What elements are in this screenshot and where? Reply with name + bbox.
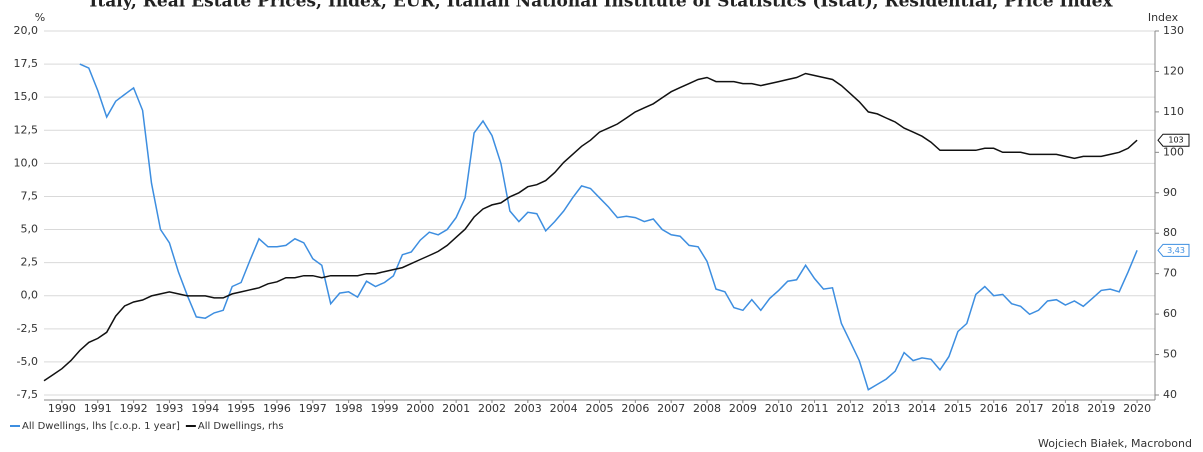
x-tick-label: 2001 (442, 402, 470, 415)
y-tick-label: -7,5 (17, 388, 38, 401)
x-tick-label: 1997 (299, 402, 327, 415)
x-tick-label: 2016 (980, 402, 1008, 415)
y-tick-label: 17,5 (14, 57, 39, 70)
x-tick-label: 1994 (191, 402, 219, 415)
y-tick-label: 20,0 (14, 24, 39, 37)
end-label: 103 (1168, 136, 1183, 145)
x-tick-label: 1991 (84, 402, 112, 415)
y-tick-label: 15,0 (14, 90, 39, 103)
y-tick-label: 0,0 (21, 289, 39, 302)
x-tick-label: 1996 (263, 402, 291, 415)
x-tick-label: 2004 (550, 402, 578, 415)
x-tick-label: 2017 (1016, 402, 1044, 415)
y2-tick-label: 60 (1163, 307, 1177, 320)
x-tick-label: 2009 (729, 402, 757, 415)
y-tick-label: 12,5 (14, 123, 39, 136)
x-tick-label: 2007 (657, 402, 685, 415)
y2-tick-label: 80 (1163, 226, 1177, 239)
x-tick-label: 1990 (48, 402, 76, 415)
legend-label: All Dwellings, rhs (198, 421, 284, 432)
legend-label: All Dwellings, lhs [c.o.p. 1 year] (22, 421, 180, 432)
x-tick-label: 2003 (514, 402, 542, 415)
y2-tick-label: 50 (1163, 348, 1177, 361)
y-tick-label: -2,5 (17, 322, 38, 335)
y2-tick-label: 130 (1163, 24, 1184, 37)
y2-tick-label: 100 (1163, 145, 1184, 158)
x-tick-label: 1999 (370, 402, 398, 415)
x-tick-label: 2002 (478, 402, 506, 415)
x-tick-label: 2020 (1123, 402, 1151, 415)
x-tick-label: 2014 (908, 402, 936, 415)
x-tick-label: 2010 (765, 402, 793, 415)
end-label: 3,43 (1167, 246, 1185, 255)
x-tick-label: 1998 (335, 402, 363, 415)
x-tick-label: 2019 (1087, 402, 1115, 415)
x-tick-label: 1995 (227, 402, 255, 415)
x-tick-label: 2008 (693, 402, 721, 415)
y-tick-label: 10,0 (14, 156, 39, 169)
y2-tick-label: 120 (1163, 64, 1184, 77)
x-tick-label: 2011 (801, 402, 829, 415)
x-tick-label: 2000 (406, 402, 434, 415)
x-tick-label: 2005 (586, 402, 614, 415)
line-series (79, 63, 1138, 391)
x-tick-label: 2006 (621, 402, 649, 415)
y-tick-label: -5,0 (17, 355, 38, 368)
end-label-box (1157, 243, 1190, 257)
x-tick-label: 2015 (944, 402, 972, 415)
x-tick-label: 1993 (155, 402, 183, 415)
source: Wojciech Białek, Macrobond (1038, 437, 1192, 450)
y2-axis-label: Index (1148, 11, 1179, 24)
y2-tick-label: 40 (1163, 388, 1177, 401)
x-tick-label: 2018 (1051, 402, 1079, 415)
x-tick-label: 2012 (836, 402, 864, 415)
y2-tick-label: 70 (1163, 267, 1177, 280)
line-series (43, 72, 1138, 382)
y-tick-label: 2,5 (21, 256, 39, 269)
y-tick-label: 7,5 (21, 189, 39, 202)
chart-title: Italy, Real Estate Prices, Index, EUR, I… (89, 0, 1113, 12)
x-tick-label: 1992 (120, 402, 148, 415)
y-axis-label: % (35, 11, 45, 24)
y2-tick-label: 90 (1163, 186, 1177, 199)
y-tick-label: 5,0 (21, 223, 39, 236)
y2-tick-label: 110 (1163, 105, 1184, 118)
end-label-box (1157, 133, 1190, 147)
x-tick-label: 2013 (872, 402, 900, 415)
